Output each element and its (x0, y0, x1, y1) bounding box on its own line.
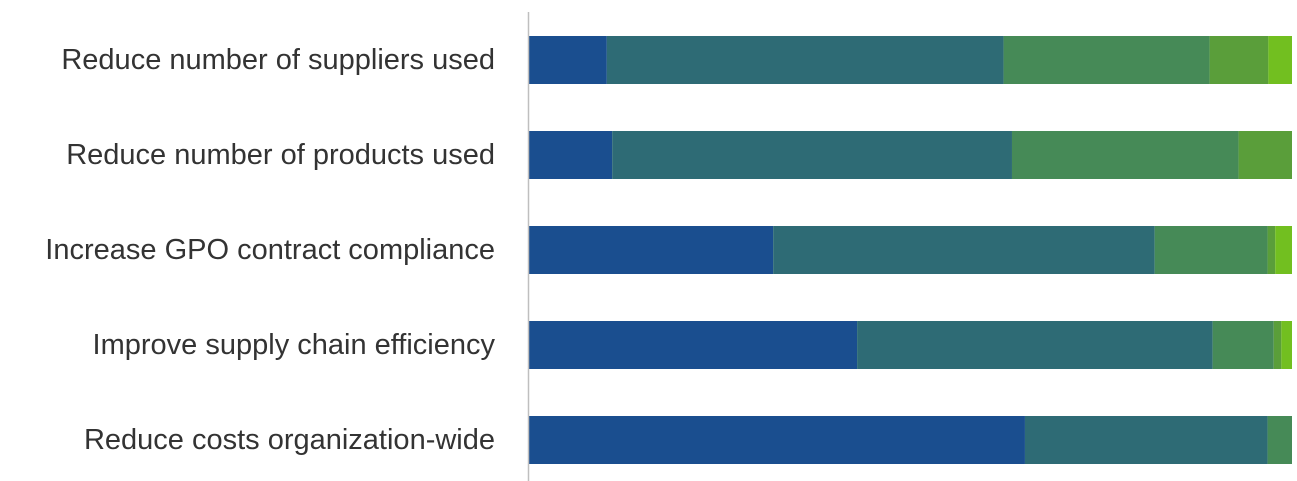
bar-segment (1024, 416, 1268, 464)
bar-segment (1275, 226, 1292, 274)
category-label: Reduce number of suppliers used (61, 44, 495, 76)
bar-segment (612, 131, 1012, 179)
bar-segment (529, 36, 607, 84)
bar-segment (1238, 131, 1292, 179)
category-label: Increase GPO contract compliance (45, 234, 495, 266)
bar-segment (1267, 226, 1276, 274)
category-label: Improve supply chain efficiency (93, 329, 496, 361)
bar-segment (773, 226, 1155, 274)
category-label: Reduce costs organization-wide (84, 424, 495, 456)
bar-segment (1212, 321, 1274, 369)
bar-segment (1268, 36, 1292, 84)
bar-segment (1273, 321, 1282, 369)
category-label: Reduce number of products used (66, 139, 495, 171)
bar-segment (857, 321, 1213, 369)
bar-segment (1281, 321, 1292, 369)
bar-segment (1267, 416, 1292, 464)
bar-segment (529, 416, 1025, 464)
bar-segment (1154, 226, 1268, 274)
bar-segment (1003, 36, 1210, 84)
bar-segment (606, 36, 1004, 84)
bar-segment (1209, 36, 1269, 84)
bar-segment (529, 131, 613, 179)
category-labels: Reduce number of suppliers used Reduce nu… (45, 44, 495, 456)
bar-segment (529, 321, 858, 369)
bars (529, 36, 1292, 464)
bar-segment (529, 226, 774, 274)
bar-segment (1011, 131, 1239, 179)
